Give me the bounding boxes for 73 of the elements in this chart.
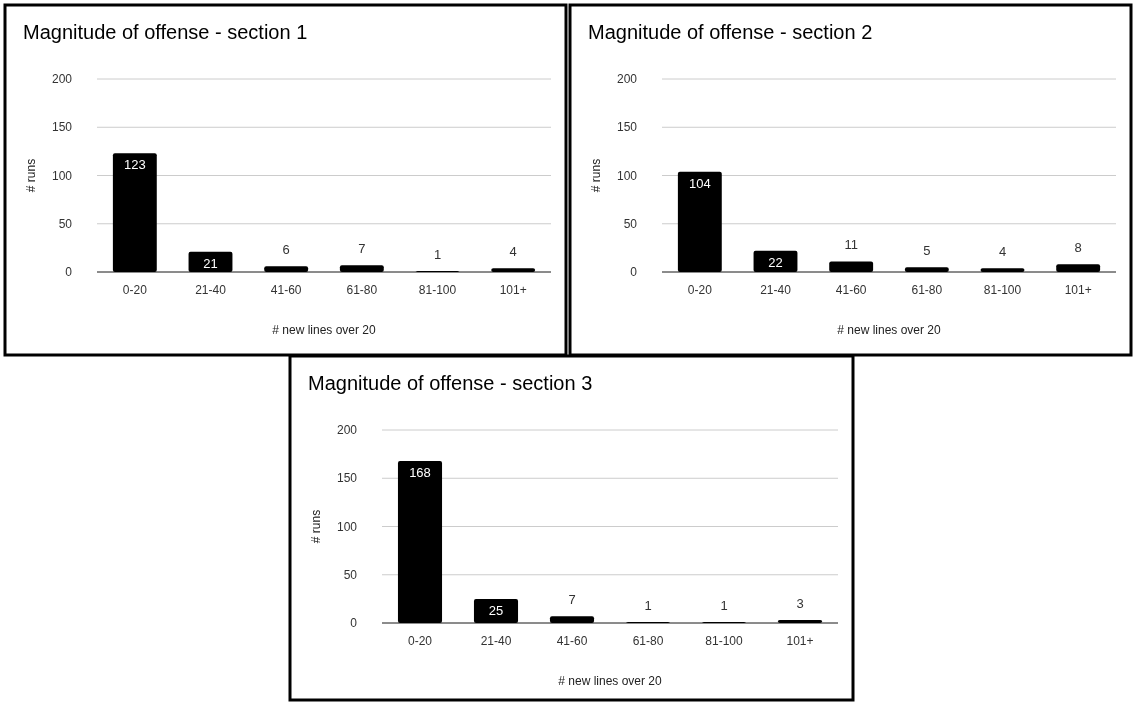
data-label: 11	[844, 237, 858, 253]
bar	[112, 153, 157, 272]
data-label: 123	[123, 157, 146, 173]
data-label: 104	[688, 175, 711, 191]
data-label: 5	[923, 243, 931, 259]
y-tick-label: 100	[336, 519, 358, 534]
chart-title: Magnitude of offense - section 1	[23, 21, 308, 43]
y-tick-label: 0	[350, 616, 358, 631]
data-label: 25	[488, 602, 504, 618]
x-tick-label: 41-60	[270, 283, 302, 297]
x-tick-label: 21-40	[760, 283, 792, 297]
data-label: 8	[1074, 240, 1082, 256]
x-axis-title: # new lines over 20	[837, 323, 942, 337]
bar	[904, 267, 949, 272]
bar	[491, 268, 536, 272]
x-tick-label: 0-20	[407, 634, 433, 648]
y-tick-label: 50	[58, 216, 73, 231]
y-axis-title: # runs	[309, 509, 323, 544]
y-axis-title: # runs	[589, 158, 603, 193]
x-tick-label: 21-40	[480, 634, 512, 648]
x-tick-label: 101+	[1064, 283, 1092, 297]
bar	[829, 261, 874, 272]
x-tick-label: 81-100	[983, 283, 1022, 297]
data-label: 7	[358, 241, 366, 257]
y-tick-label: 150	[616, 120, 638, 135]
bar	[980, 268, 1025, 272]
y-tick-label: 0	[630, 265, 638, 280]
x-tick-label: 101+	[786, 634, 814, 648]
bar	[339, 265, 384, 272]
bar	[1056, 264, 1101, 272]
x-axis-title: # new lines over 20	[558, 674, 663, 688]
data-label: 168	[409, 464, 431, 480]
y-tick-label: 200	[51, 72, 73, 87]
x-tick-label: 41-60	[835, 283, 867, 297]
x-tick-label: 81-100	[418, 283, 457, 297]
data-label: 4	[998, 244, 1007, 260]
x-tick-label: 101+	[499, 283, 527, 297]
bar	[777, 620, 823, 623]
x-tick-label: 41-60	[556, 634, 588, 648]
y-tick-label: 150	[336, 471, 358, 486]
bar	[549, 616, 595, 623]
y-tick-label: 100	[51, 168, 73, 183]
bar	[677, 171, 722, 272]
x-tick-label: 61-80	[632, 634, 664, 648]
x-axis-title: # new lines over 20	[272, 323, 377, 337]
chart-title: Magnitude of offense - section 2	[588, 21, 873, 43]
x-tick-label: 0-20	[687, 283, 713, 297]
data-label: 1	[433, 247, 442, 263]
y-tick-label: 200	[336, 423, 358, 438]
y-tick-label: 50	[343, 567, 358, 582]
y-tick-label: 200	[616, 72, 638, 87]
x-tick-label: 81-100	[705, 634, 743, 648]
y-tick-label: 150	[51, 120, 73, 135]
x-tick-label: 61-80	[346, 283, 378, 297]
data-label: 6	[282, 242, 290, 258]
data-label: 21	[203, 255, 218, 271]
y-axis-title: # runs	[24, 158, 38, 193]
chart-title: Magnitude of offense - section 3	[308, 372, 593, 394]
y-tick-label: 50	[623, 216, 638, 231]
y-tick-label: 100	[616, 168, 638, 183]
y-tick-label: 0	[65, 265, 73, 280]
bar	[397, 460, 443, 623]
data-label: 1	[720, 598, 728, 614]
data-label: 3	[796, 596, 804, 612]
x-tick-label: 61-80	[911, 283, 943, 297]
bar	[473, 598, 519, 623]
x-tick-label: 21-40	[195, 283, 227, 297]
x-tick-label: 0-20	[122, 283, 148, 297]
data-label: 1	[644, 598, 652, 614]
data-label: 22	[768, 254, 783, 270]
data-label: 7	[568, 592, 576, 608]
data-label: 4	[509, 244, 517, 260]
bar	[264, 266, 309, 272]
